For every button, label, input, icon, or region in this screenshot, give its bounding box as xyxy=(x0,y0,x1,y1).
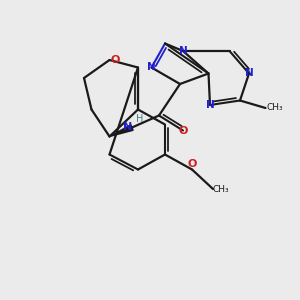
Text: O: O xyxy=(110,55,120,65)
Text: H: H xyxy=(136,114,143,124)
Polygon shape xyxy=(110,125,133,136)
Text: O: O xyxy=(178,125,188,136)
Text: CH₃: CH₃ xyxy=(266,103,283,112)
Text: N: N xyxy=(123,122,132,133)
Text: O: O xyxy=(187,159,197,169)
Text: N: N xyxy=(178,46,188,56)
Text: N: N xyxy=(147,62,156,73)
Text: N: N xyxy=(244,68,253,79)
Text: CH₃: CH₃ xyxy=(212,184,229,194)
Text: N: N xyxy=(206,100,214,110)
